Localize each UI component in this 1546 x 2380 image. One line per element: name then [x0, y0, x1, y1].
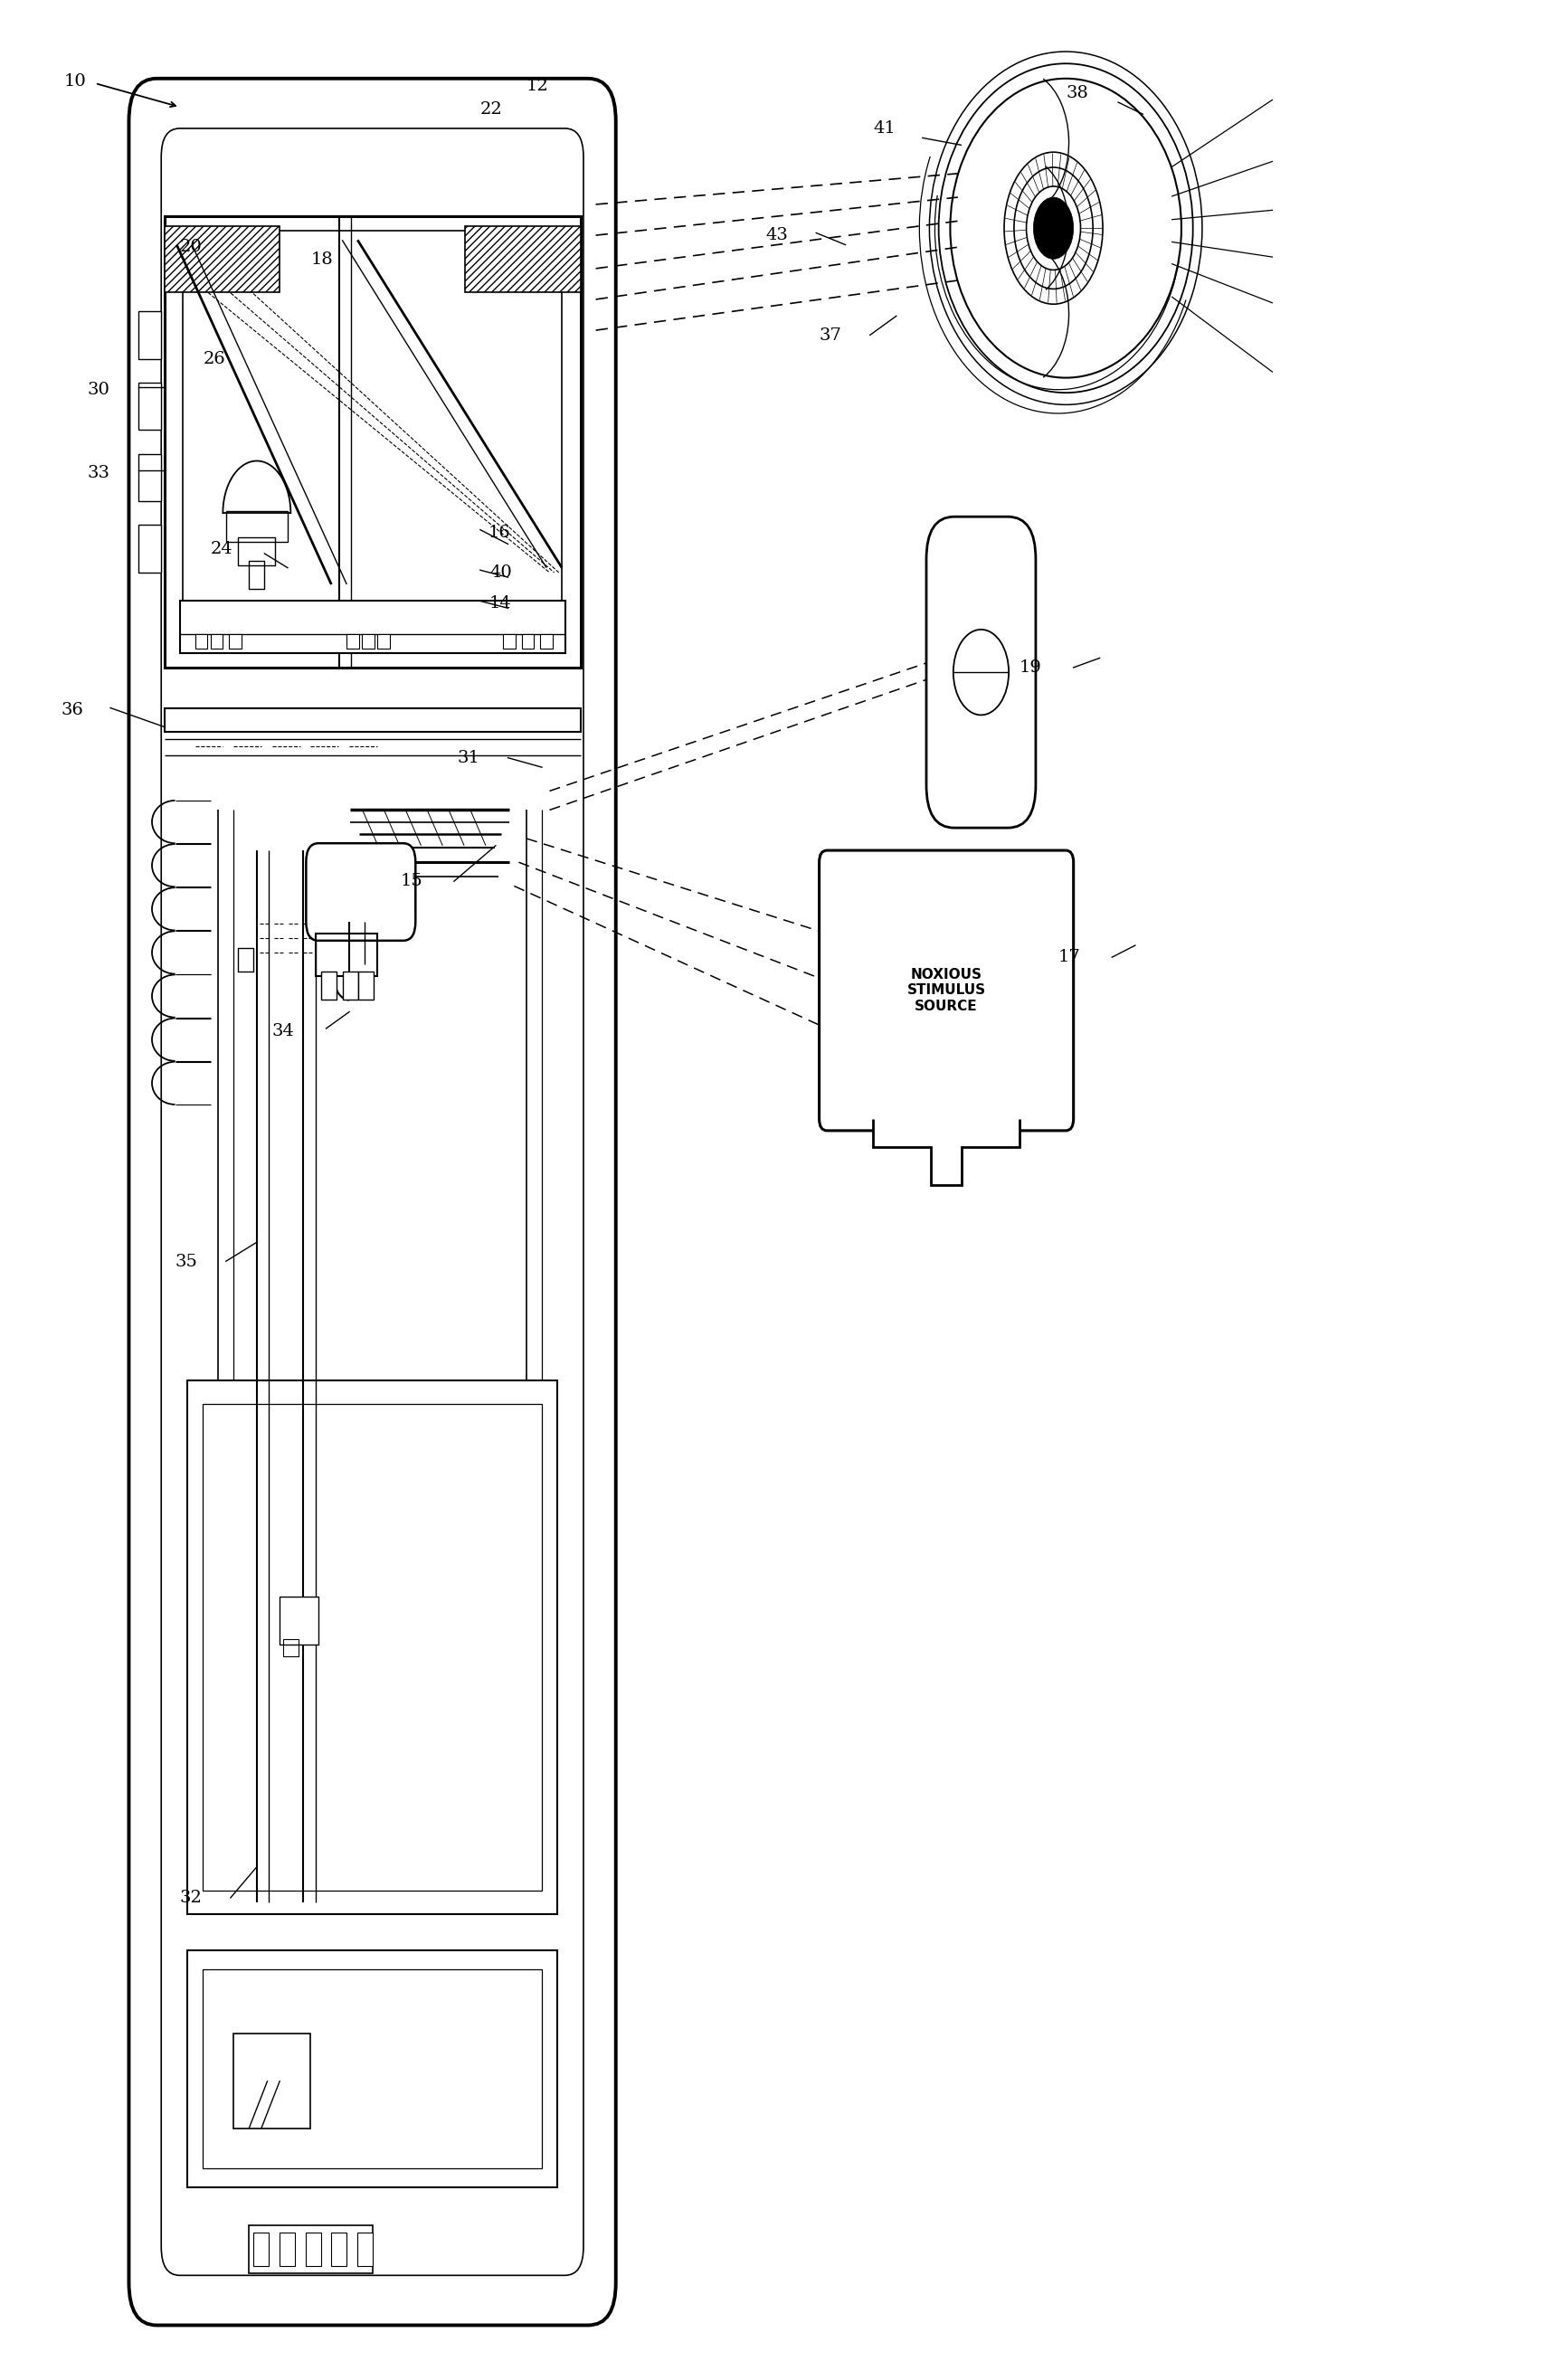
Polygon shape [465, 226, 580, 293]
FancyBboxPatch shape [819, 850, 1073, 1130]
Bar [254, 2232, 269, 2266]
Text: NOXIOUS
STIMULUS
SOURCE: NOXIOUS STIMULUS SOURCE [908, 969, 986, 1014]
Text: 32: 32 [179, 1890, 203, 1906]
Bar [138, 383, 161, 431]
Bar [164, 707, 580, 731]
Bar [187, 1949, 557, 2187]
Bar [203, 1968, 541, 2168]
Bar [233, 2033, 311, 2128]
Bar [187, 1380, 557, 1914]
Bar [195, 633, 207, 647]
Text: 14: 14 [490, 595, 512, 612]
Text: 24: 24 [210, 540, 233, 557]
FancyBboxPatch shape [128, 79, 615, 2325]
Bar [226, 512, 288, 543]
Text: 18: 18 [311, 252, 332, 267]
Text: 15: 15 [400, 873, 422, 890]
Bar [238, 947, 254, 971]
Text: 22: 22 [481, 102, 502, 117]
Bar [331, 2232, 346, 2266]
Bar [346, 633, 359, 647]
Bar [540, 633, 552, 647]
Bar [179, 602, 564, 652]
Bar [305, 2232, 320, 2266]
Bar [280, 1597, 318, 1645]
Bar [238, 538, 275, 566]
Text: 37: 37 [819, 326, 841, 343]
FancyBboxPatch shape [926, 516, 1036, 828]
Bar [229, 633, 241, 647]
Text: 31: 31 [458, 750, 479, 766]
Bar [359, 971, 374, 1000]
Bar [362, 633, 374, 647]
Text: 43: 43 [765, 228, 788, 243]
Bar [504, 633, 516, 647]
Bar [322, 971, 337, 1000]
Text: 40: 40 [490, 564, 512, 581]
Bar [138, 455, 161, 502]
Text: 30: 30 [87, 381, 110, 397]
Bar [377, 633, 390, 647]
Text: 36: 36 [62, 702, 83, 719]
Text: 26: 26 [203, 350, 226, 367]
Bar [315, 933, 377, 976]
Bar [523, 633, 535, 647]
Bar [182, 231, 561, 647]
Text: 41: 41 [873, 121, 895, 136]
Text: 38: 38 [1065, 86, 1088, 100]
Text: 33: 33 [87, 464, 110, 481]
Circle shape [1033, 198, 1073, 259]
Bar [249, 562, 264, 590]
Bar [138, 312, 161, 359]
Text: 19: 19 [1019, 659, 1042, 676]
Text: 10: 10 [63, 74, 87, 90]
Bar [164, 217, 580, 666]
Text: 34: 34 [272, 1023, 295, 1040]
Bar [343, 971, 359, 1000]
Text: 20: 20 [179, 240, 203, 255]
PathPatch shape [873, 1119, 1019, 1185]
Text: 35: 35 [175, 1254, 198, 1269]
Text: 16: 16 [489, 524, 510, 540]
Text: 12: 12 [527, 79, 549, 93]
Bar [210, 633, 223, 647]
Bar [283, 1640, 298, 1656]
FancyBboxPatch shape [306, 843, 416, 940]
Polygon shape [164, 226, 280, 293]
Text: 17: 17 [1057, 950, 1081, 966]
Bar [249, 2225, 373, 2273]
Bar [203, 1404, 541, 1890]
Bar [280, 2232, 295, 2266]
Bar [357, 2232, 373, 2266]
Bar [138, 526, 161, 574]
